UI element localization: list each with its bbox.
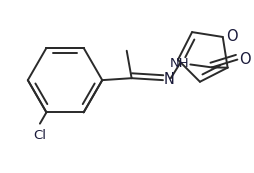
Text: Cl: Cl	[34, 129, 46, 142]
Text: NH: NH	[170, 57, 189, 70]
Text: N: N	[164, 72, 175, 87]
Text: O: O	[239, 52, 251, 67]
Text: O: O	[226, 29, 237, 44]
